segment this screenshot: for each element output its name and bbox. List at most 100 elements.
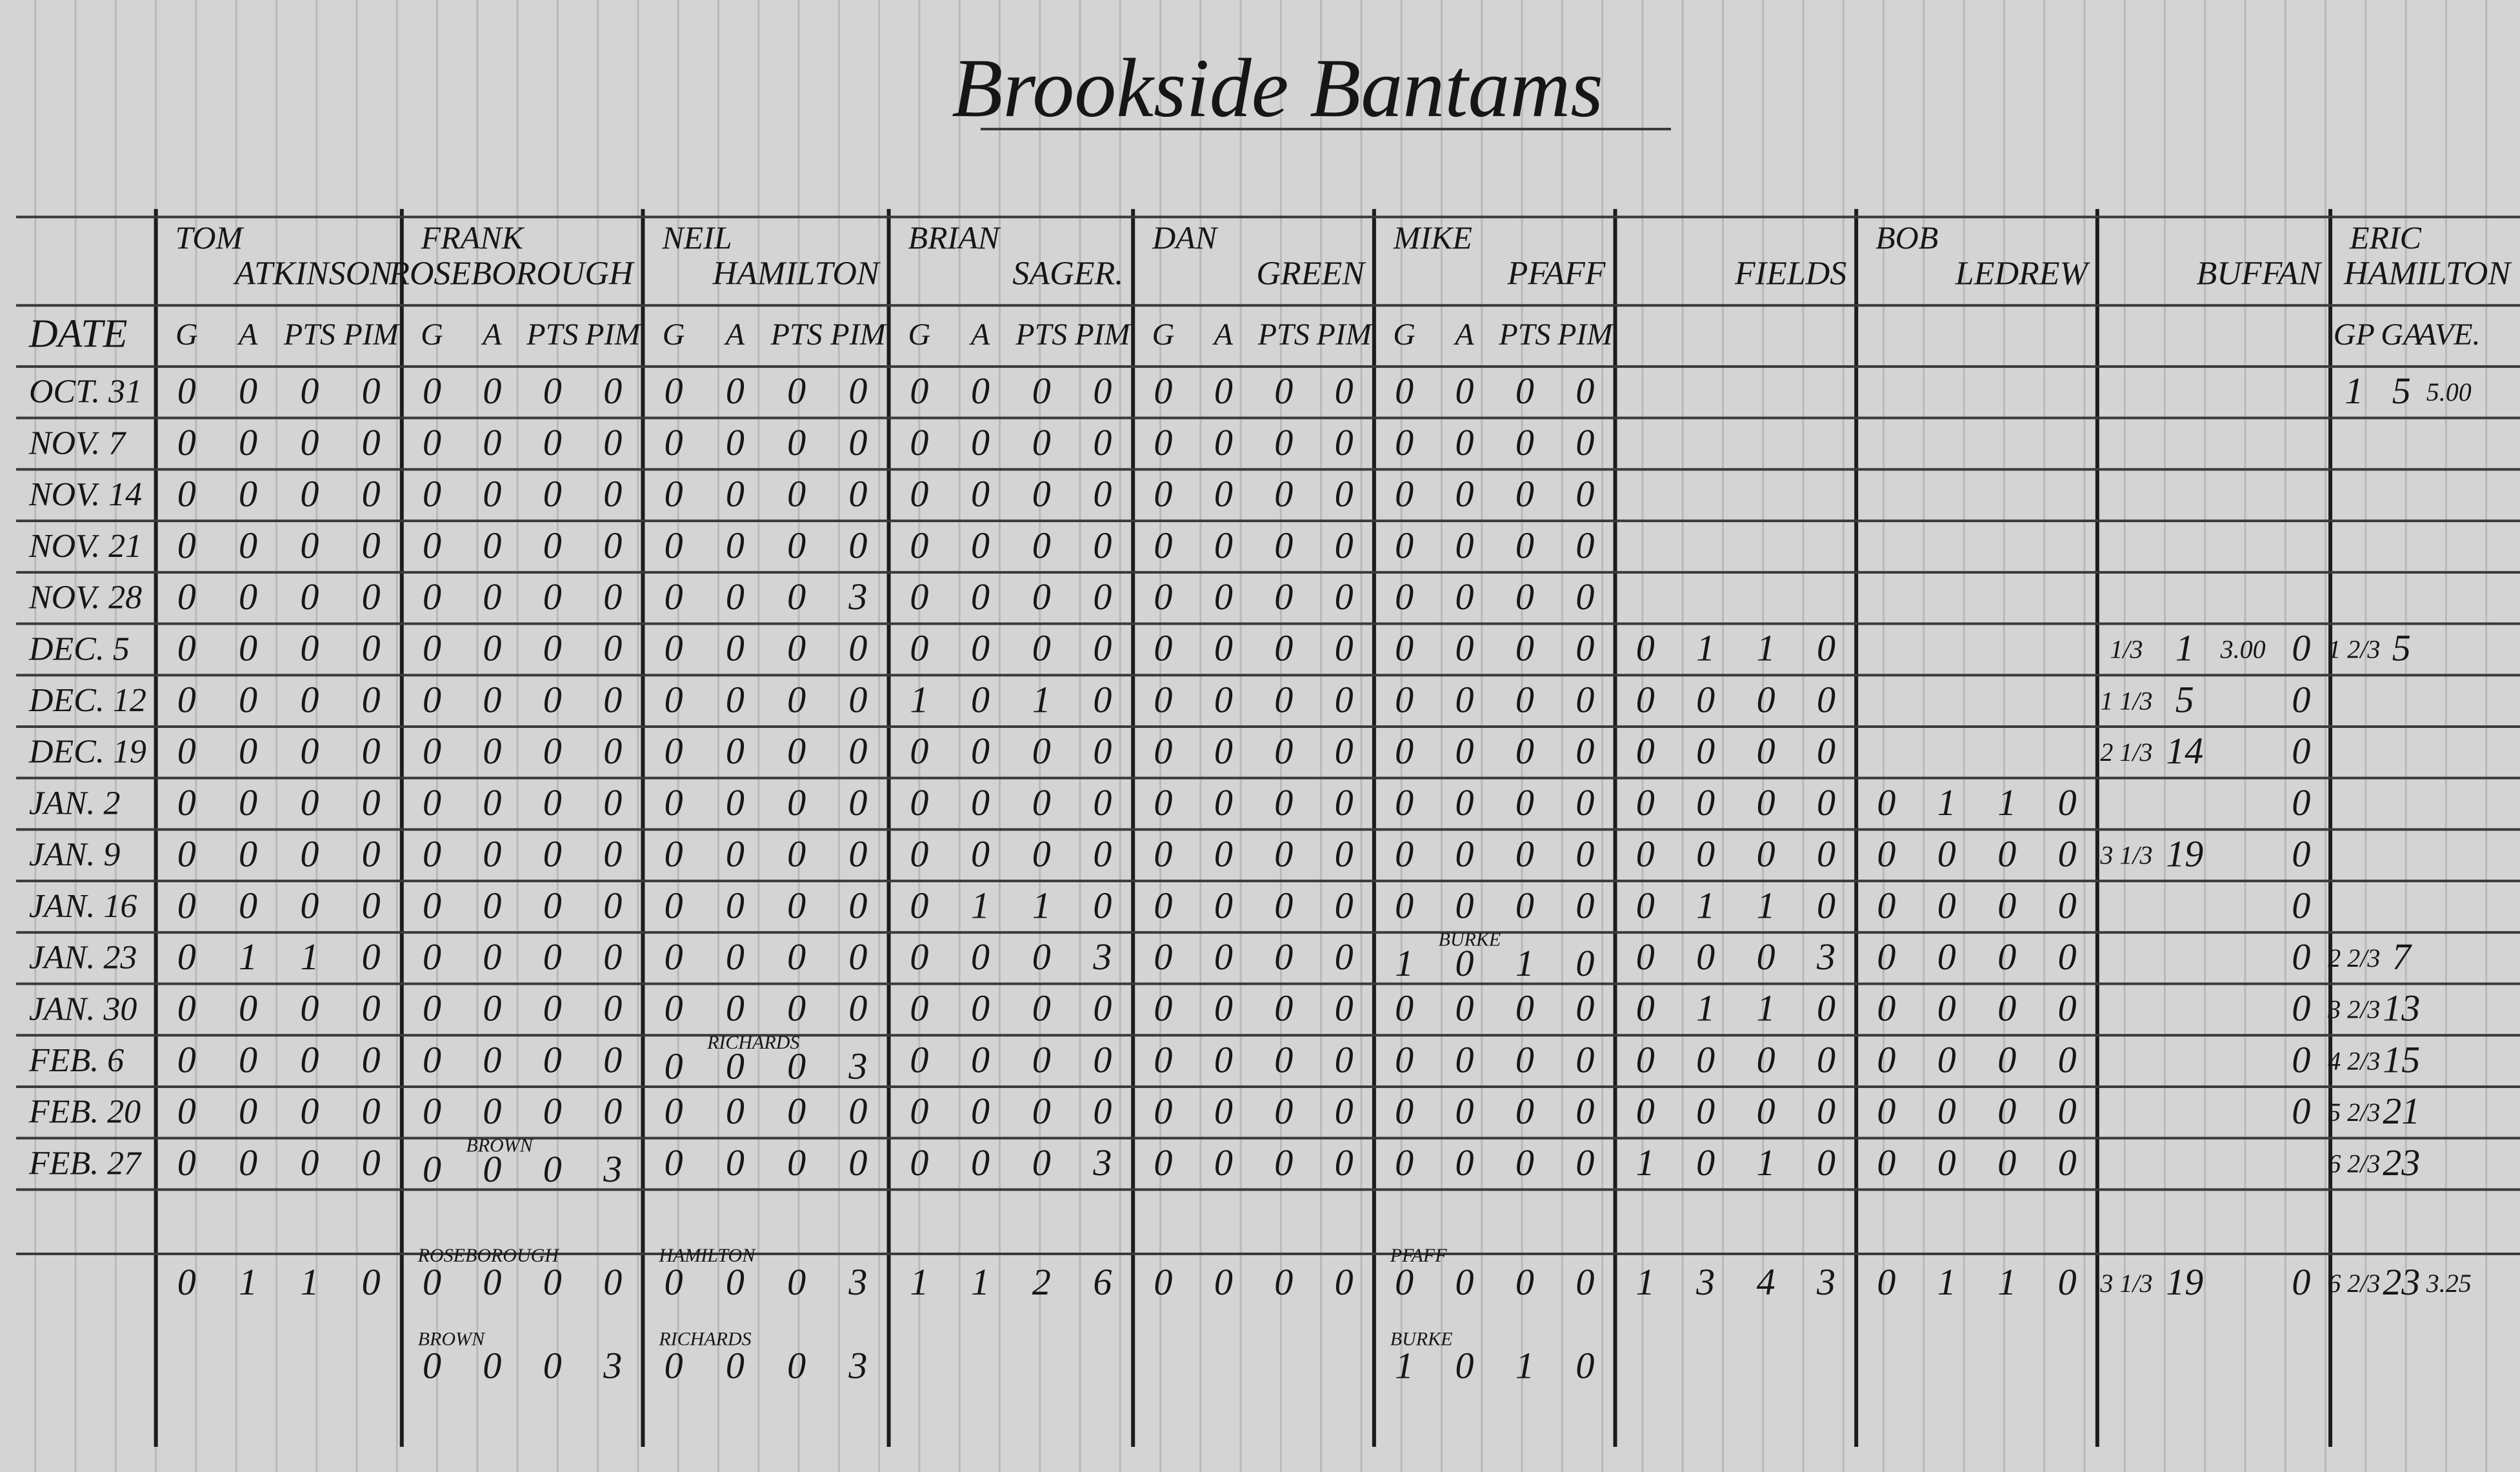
cell-value: 0 <box>1214 884 1233 926</box>
cell-value: 0 <box>362 987 381 1029</box>
column-header: A <box>1212 318 1234 352</box>
cell-value: 0 <box>1395 884 1414 926</box>
total-label: PFAFF <box>1390 1245 1447 1266</box>
cell-value: 0 <box>1214 524 1233 566</box>
cell-value: 0 <box>543 473 562 515</box>
cell-value: 0 <box>2058 781 2077 823</box>
cell-value: 0 <box>848 524 867 566</box>
cell-value: 0 <box>665 884 683 926</box>
cell-value: 0 <box>665 1261 683 1303</box>
cell-value: 0 <box>1455 370 1474 412</box>
column-header: G <box>421 318 443 352</box>
cell-value: 0 <box>2292 936 2310 978</box>
cell-value: 3 <box>1816 1261 1835 1303</box>
substitute-name: BROWN <box>466 1135 534 1156</box>
cell-value: 0 <box>1032 370 1051 412</box>
cell-value: 0 <box>1636 884 1655 926</box>
cell-value: 0 <box>665 370 683 412</box>
cell-value: 0 <box>1696 1090 1715 1132</box>
cell-value: 0 <box>1214 1038 1233 1080</box>
cell-value: 0 <box>483 678 501 720</box>
cell-value: 0 <box>1636 987 1655 1029</box>
cell-value: 0 <box>300 576 319 618</box>
cell-value: 0 <box>543 1261 562 1303</box>
cell-value: 5 <box>2175 678 2194 720</box>
cell-value: 1 <box>1997 1261 2016 1303</box>
cell-value: 0 <box>910 1038 928 1080</box>
cell-value: 0 <box>603 473 622 515</box>
cell-value: 0 <box>177 1142 196 1184</box>
column-header: PIM <box>1074 318 1132 352</box>
cell-value: 23 <box>2383 1261 2420 1303</box>
cell-value: 0 <box>1575 1345 1594 1387</box>
cell-value: 0 <box>239 730 257 772</box>
cell-value: 0 <box>665 473 683 515</box>
cell-value: 0 <box>483 524 501 566</box>
cell-value: 0 <box>1154 833 1172 875</box>
cell-value: 0 <box>1274 884 1293 926</box>
cell-value: 5 <box>2392 627 2411 669</box>
cell-value: 0 <box>665 1045 683 1087</box>
cell-value: 0 <box>665 987 683 1029</box>
cell-value: 1 <box>2345 370 2363 412</box>
cell-value: 3.25 <box>2426 1269 2472 1298</box>
cell-value: 0 <box>726 1090 745 1132</box>
cell-value: 0 <box>1274 576 1293 618</box>
cell-value: 0 <box>726 1345 745 1387</box>
cell-value: 0 <box>2058 833 2077 875</box>
cell-value: 0 <box>1154 370 1172 412</box>
column-header: GP <box>2334 318 2375 352</box>
cell-value: 0 <box>787 473 806 515</box>
cell-value: 0 <box>2292 678 2310 720</box>
cell-value: 0 <box>848 1142 867 1184</box>
cell-value: 0 <box>848 370 867 412</box>
cell-value: 3 <box>603 1148 622 1190</box>
cell-value: 0 <box>910 524 928 566</box>
cell-value: 0 <box>1575 1090 1594 1132</box>
cell-value: 0 <box>1214 1090 1233 1132</box>
cell-value: 1 <box>1032 884 1051 926</box>
cell-value: 0 <box>362 833 381 875</box>
cell-value: 0 <box>848 1090 867 1132</box>
column-header: A <box>481 318 502 352</box>
column-header: A <box>237 318 258 352</box>
cell-value: 0 <box>543 1148 562 1190</box>
cell-value: 0 <box>787 1261 806 1303</box>
cell-value: 0 <box>1335 936 1354 978</box>
cell-value: 0 <box>362 576 381 618</box>
cell-value: 0 <box>300 1038 319 1080</box>
cell-value: 0 <box>1274 1038 1293 1080</box>
cell-value: 0 <box>1032 473 1051 515</box>
cell-value: 0 <box>300 987 319 1029</box>
cell-value: 1/3 <box>2110 635 2143 664</box>
cell-value: 0 <box>971 678 990 720</box>
cell-value: 1 <box>2175 627 2194 669</box>
cell-value: 0 <box>787 884 806 926</box>
cell-value: 0 <box>910 627 928 669</box>
cell-value: 0 <box>239 678 257 720</box>
cell-value: 0 <box>1937 833 1956 875</box>
date: NOV. 28 <box>28 580 142 616</box>
total-label: RICHARDS <box>658 1328 751 1349</box>
cell-value: 6 2/3 <box>2328 1269 2380 1298</box>
cell-value: 0 <box>177 524 196 566</box>
cell-value: 0 <box>665 936 683 978</box>
cell-value: 0 <box>423 627 441 669</box>
cell-value: 0 <box>971 1142 990 1184</box>
cell-value: 0 <box>239 370 257 412</box>
substitute-name: BURKE <box>1439 929 1501 951</box>
date: DEC. 5 <box>28 630 130 667</box>
cell-value: 0 <box>1877 1142 1895 1184</box>
cell-value: 0 <box>1214 421 1233 463</box>
date: DEC. 19 <box>28 734 146 771</box>
cell-value: 0 <box>1636 678 1655 720</box>
column-header: AVE. <box>2415 318 2481 352</box>
cell-value: 0 <box>483 421 501 463</box>
cell-value: 0 <box>1335 678 1354 720</box>
player-last-name: SAGER. <box>1012 255 1123 292</box>
cell-value: 0 <box>1093 370 1112 412</box>
cell-value: 0 <box>1515 730 1534 772</box>
cell-value: 0 <box>603 833 622 875</box>
cell-value: 0 <box>1154 884 1172 926</box>
cell-value: 0 <box>1636 627 1655 669</box>
